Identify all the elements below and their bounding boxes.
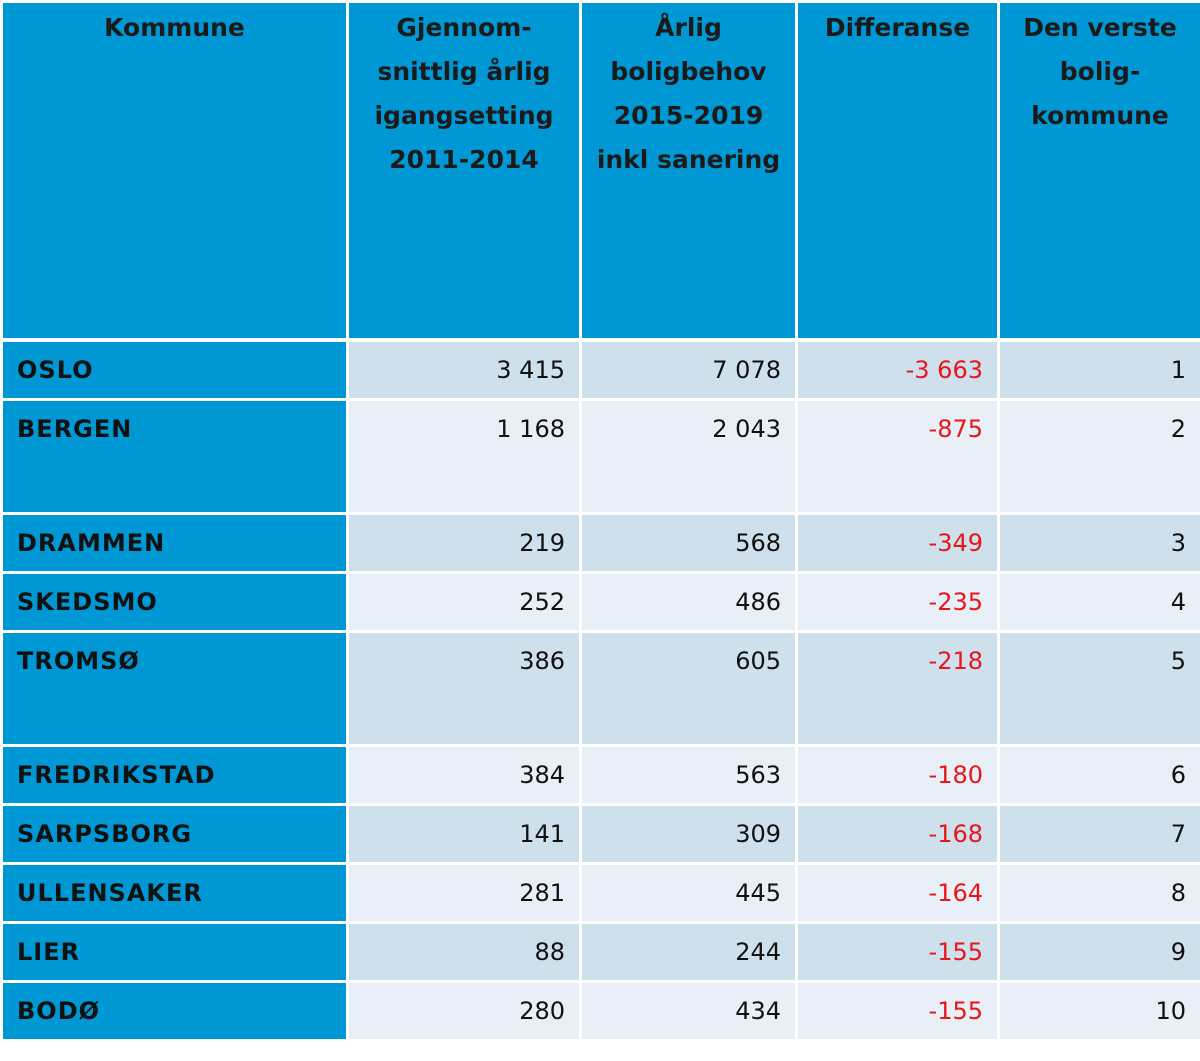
header-kommune: Kommune — [3, 3, 346, 339]
cell-rank: 8 — [1000, 865, 1200, 921]
cell-igangsetting: 219 — [349, 515, 579, 571]
cell-igangsetting: 141 — [349, 806, 579, 862]
cell-igangsetting: 386 — [349, 633, 579, 744]
table-row: BERGEN 1 168 2 043 -875 2 — [3, 401, 1200, 512]
cell-rank: 2 — [1000, 401, 1200, 512]
header-line: Årlig — [655, 13, 722, 42]
cell-kommune: LIER — [3, 924, 346, 980]
cell-differanse: -875 — [798, 401, 997, 512]
cell-boligbehov: 568 — [582, 515, 795, 571]
cell-differanse: -3 663 — [798, 342, 997, 398]
header-boligbehov: Årlig boligbehov 2015-2019 inkl sanering — [582, 3, 795, 339]
header-differanse: Differanse — [798, 3, 997, 339]
cell-differanse: -168 — [798, 806, 997, 862]
cell-kommune: BERGEN — [3, 401, 346, 512]
header-row: Kommune Gjennom-snittlig årlig igangsetti… — [3, 3, 1200, 339]
header-line: boligbehov — [610, 57, 767, 86]
table-row: TROMSØ 386 605 -218 5 — [3, 633, 1200, 744]
table-row: BODØ 280 434 -155 10 — [3, 983, 1200, 1039]
header-igangsetting: Gjennom-snittlig årlig igangsetting 2011-2… — [349, 3, 579, 339]
cell-kommune: ULLENSAKER — [3, 865, 346, 921]
cell-boligbehov: 7 078 — [582, 342, 795, 398]
cell-rank: 1 — [1000, 342, 1200, 398]
table-row: SKEDSMO 252 486 -235 4 — [3, 574, 1200, 630]
header-line: snittlig årlig — [377, 57, 551, 86]
cell-boligbehov: 244 — [582, 924, 795, 980]
cell-boligbehov: 434 — [582, 983, 795, 1039]
cell-boligbehov: 309 — [582, 806, 795, 862]
table-row: LIER 88 244 -155 9 — [3, 924, 1200, 980]
header-line: 2011-2014 — [389, 145, 539, 174]
cell-differanse: -180 — [798, 747, 997, 803]
cell-kommune: BODØ — [3, 983, 346, 1039]
cell-boligbehov: 2 043 — [582, 401, 795, 512]
cell-rank: 9 — [1000, 924, 1200, 980]
cell-igangsetting: 1 168 — [349, 401, 579, 512]
table-row: SARPSBORG 141 309 -168 7 — [3, 806, 1200, 862]
cell-rank: 6 — [1000, 747, 1200, 803]
table-row: FREDRIKSTAD 384 563 -180 6 — [3, 747, 1200, 803]
cell-kommune: DRAMMEN — [3, 515, 346, 571]
cell-igangsetting: 88 — [349, 924, 579, 980]
cell-kommune: SKEDSMO — [3, 574, 346, 630]
header-line: inkl sanering — [596, 145, 781, 174]
cell-differanse: -349 — [798, 515, 997, 571]
cell-boligbehov: 486 — [582, 574, 795, 630]
table-body: OSLO 3 415 7 078 -3 663 1 BERGEN 1 168 2 043 -87… — [3, 342, 1200, 1039]
cell-kommune: SARPSBORG — [3, 806, 346, 862]
cell-boligbehov: 445 — [582, 865, 795, 921]
header-line: Kommune — [104, 13, 245, 42]
cell-kommune: FREDRIKSTAD — [3, 747, 346, 803]
cell-igangsetting: 384 — [349, 747, 579, 803]
table-row: OSLO 3 415 7 078 -3 663 1 — [3, 342, 1200, 398]
cell-rank: 7 — [1000, 806, 1200, 862]
header-line: kommune — [1031, 101, 1169, 130]
header-line: bolig- — [1059, 57, 1141, 86]
cell-differanse: -218 — [798, 633, 997, 744]
header-line: Gjennom- — [396, 13, 532, 42]
cell-igangsetting: 281 — [349, 865, 579, 921]
header-line: 2015-2019 — [613, 101, 764, 130]
table-row: DRAMMEN 219 568 -349 3 — [3, 515, 1200, 571]
cell-rank: 4 — [1000, 574, 1200, 630]
header-rank: Den verste bolig-kommune — [1000, 3, 1200, 339]
header-line: Differanse — [824, 13, 971, 42]
header-line: Den verste — [1023, 13, 1177, 42]
cell-differanse: -235 — [798, 574, 997, 630]
cell-differanse: -155 — [798, 924, 997, 980]
cell-boligbehov: 605 — [582, 633, 795, 744]
cell-rank: 10 — [1000, 983, 1200, 1039]
cell-rank: 5 — [1000, 633, 1200, 744]
cell-kommune: TROMSØ — [3, 633, 346, 744]
cell-rank: 3 — [1000, 515, 1200, 571]
cell-boligbehov: 563 — [582, 747, 795, 803]
table-row: ULLENSAKER 281 445 -164 8 — [3, 865, 1200, 921]
cell-differanse: -155 — [798, 983, 997, 1039]
cell-kommune: OSLO — [3, 342, 346, 398]
cell-igangsetting: 3 415 — [349, 342, 579, 398]
header-line: igangsetting — [374, 101, 554, 130]
cell-igangsetting: 252 — [349, 574, 579, 630]
cell-igangsetting: 280 — [349, 983, 579, 1039]
cell-differanse: -164 — [798, 865, 997, 921]
